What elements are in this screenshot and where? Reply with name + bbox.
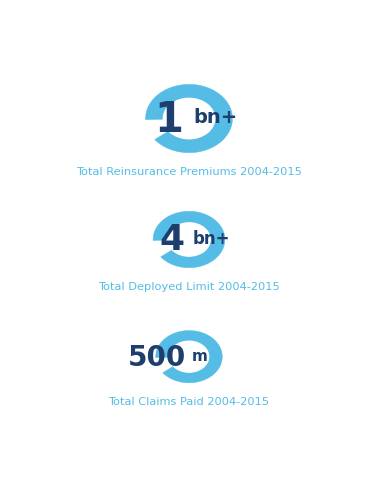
Text: Total Claims Paid 2004-2015: Total Claims Paid 2004-2015 bbox=[108, 396, 270, 406]
Text: 1: 1 bbox=[154, 98, 183, 140]
Polygon shape bbox=[153, 212, 225, 268]
Text: Total Deployed Limit 2004-2015: Total Deployed Limit 2004-2015 bbox=[98, 281, 280, 291]
Text: 4: 4 bbox=[160, 223, 184, 257]
Ellipse shape bbox=[169, 342, 209, 372]
Polygon shape bbox=[156, 331, 222, 383]
Ellipse shape bbox=[168, 223, 210, 257]
Text: m: m bbox=[192, 348, 208, 363]
Text: bn+: bn+ bbox=[193, 229, 230, 248]
Text: bn+: bn+ bbox=[194, 108, 238, 127]
Text: Total Reinsurance Premiums 2004-2015: Total Reinsurance Premiums 2004-2015 bbox=[76, 167, 302, 177]
Ellipse shape bbox=[163, 99, 215, 140]
Text: 500: 500 bbox=[128, 343, 186, 371]
Polygon shape bbox=[146, 85, 232, 154]
